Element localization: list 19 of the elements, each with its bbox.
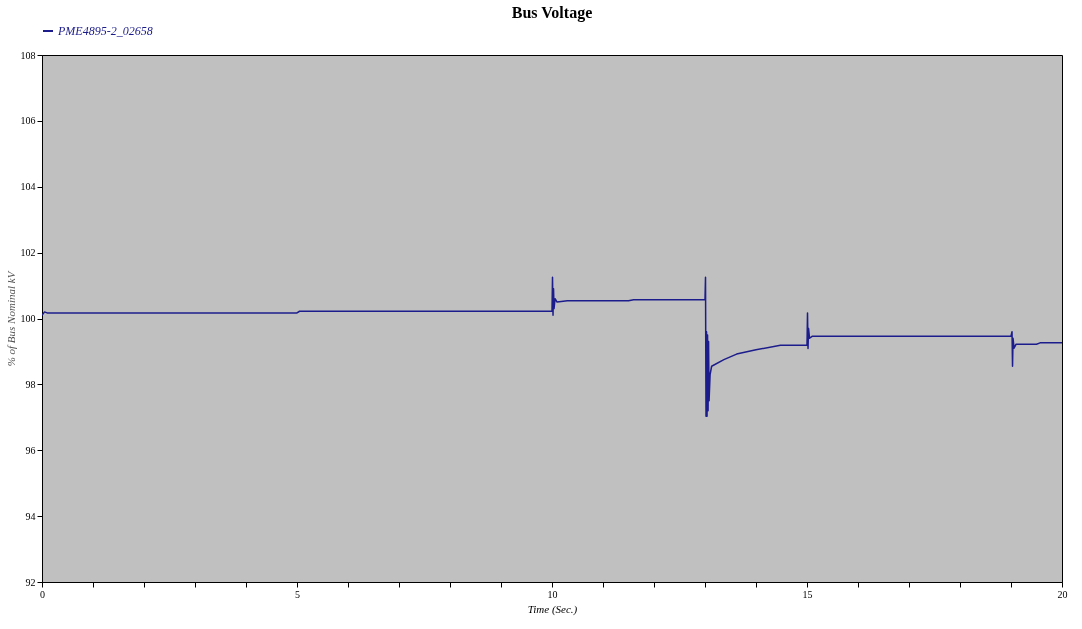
y-axis-title: % of Bus Nominal kV bbox=[4, 270, 17, 367]
x-tick-label: 10 bbox=[547, 588, 558, 600]
x-tick-label: 0 bbox=[40, 588, 45, 600]
y-tick-label: 98 bbox=[25, 378, 36, 390]
y-tick-label: 108 bbox=[20, 49, 36, 61]
y-tick-label: 96 bbox=[25, 444, 36, 456]
line-series bbox=[42, 276, 1062, 418]
y-tick-label: 106 bbox=[20, 115, 36, 127]
y-tick-label: 94 bbox=[25, 510, 36, 522]
y-tick-label: 102 bbox=[20, 247, 36, 259]
chart-title: Bus Voltage bbox=[511, 4, 593, 22]
y-tick-label: 100 bbox=[20, 313, 36, 324]
x-axis-title: Time (Sec.) bbox=[527, 602, 578, 616]
legend-label: PME4895-2_02658 bbox=[57, 24, 153, 38]
x-tick-label: 5 bbox=[295, 588, 300, 600]
y-tick-label: 92 bbox=[25, 576, 36, 588]
x-tick-label: 20 bbox=[1057, 588, 1068, 600]
y-tick-label: 104 bbox=[20, 181, 36, 193]
x-tick-label: 15 bbox=[802, 588, 813, 600]
